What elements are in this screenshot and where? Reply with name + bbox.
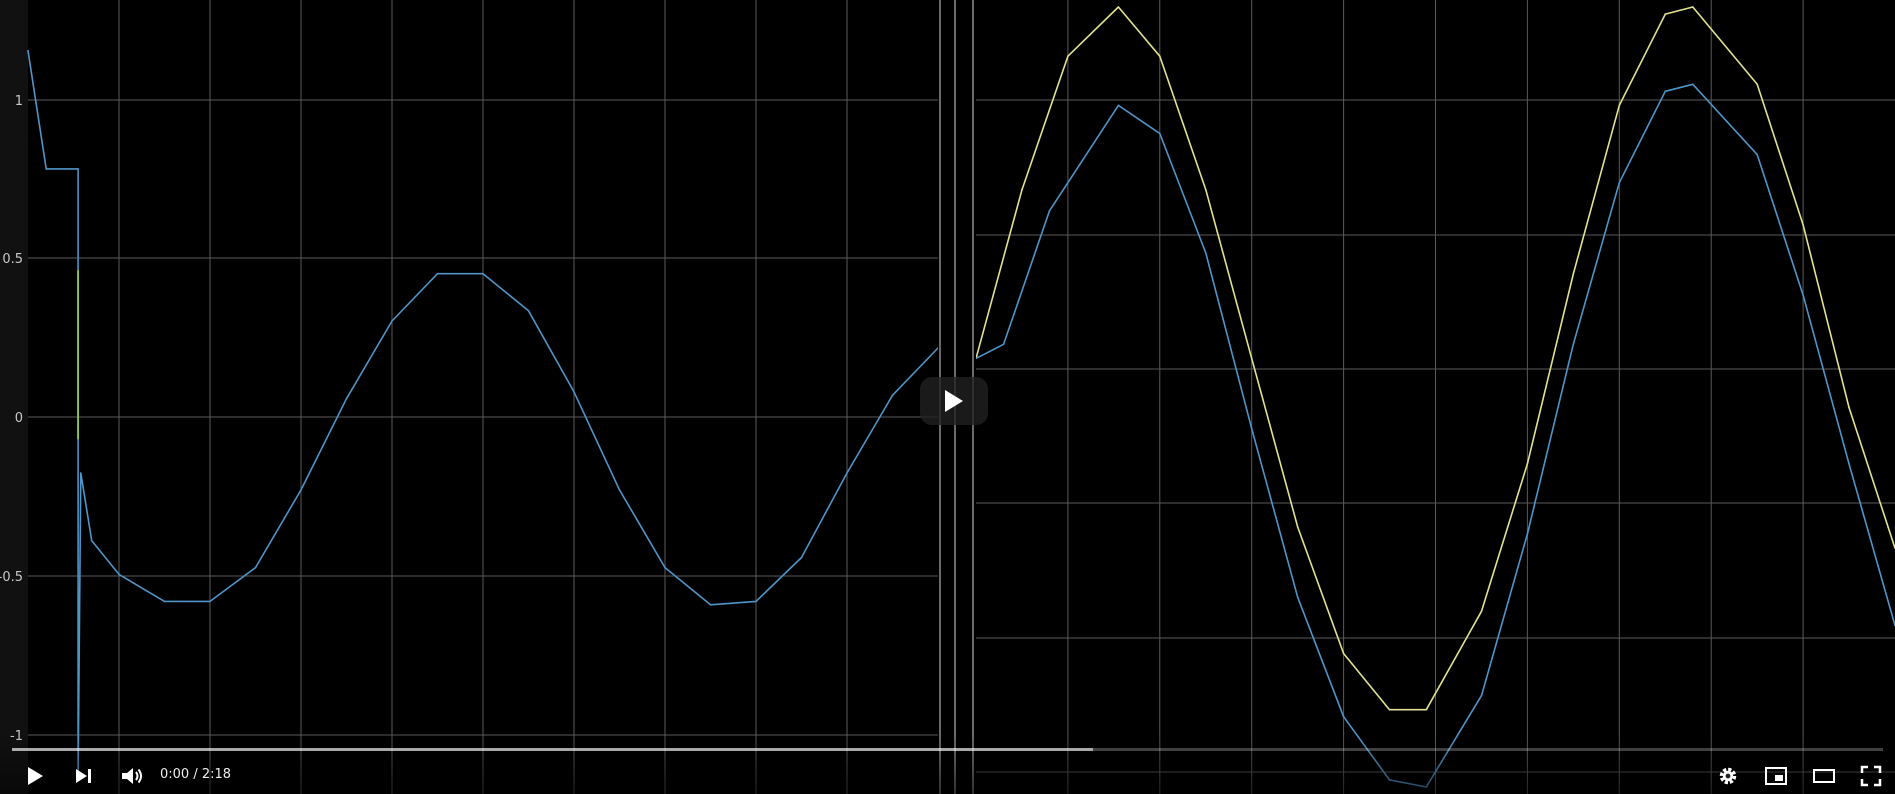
- data-point: [1117, 6, 1120, 8]
- data-point: [1618, 104, 1621, 107]
- data-point: [391, 320, 393, 322]
- gear-icon: [1719, 767, 1737, 785]
- data-point: [1480, 610, 1483, 613]
- data-point: [77, 168, 79, 170]
- next-button[interactable]: [66, 758, 102, 794]
- data-point: [1756, 153, 1758, 156]
- data-point: [1664, 13, 1667, 15]
- data-point: [45, 168, 47, 170]
- data-point: [1159, 55, 1161, 58]
- play-button[interactable]: [17, 758, 53, 794]
- data-point: [436, 272, 439, 275]
- fullscreen-button[interactable]: [1853, 758, 1889, 794]
- next-icon: [76, 769, 91, 783]
- data-point: [1756, 83, 1758, 86]
- volume-button[interactable]: [114, 758, 150, 794]
- data-point: [1692, 6, 1694, 8]
- play-icon: [28, 767, 43, 785]
- data-point: [254, 566, 257, 569]
- miniplayer-icon: [1765, 767, 1787, 785]
- time-display: 0:00 / 2:18: [160, 767, 231, 782]
- data-point: [345, 397, 348, 400]
- data-point: [1250, 357, 1253, 360]
- data-point: [846, 472, 848, 474]
- data-point: [709, 603, 712, 606]
- data-point: [527, 310, 530, 312]
- data-point: [1048, 209, 1051, 212]
- data-point: [1117, 104, 1120, 107]
- data-point: [573, 391, 575, 393]
- data-point: [482, 272, 484, 275]
- data-point: [1526, 533, 1529, 535]
- y-tick-label: -0.5: [0, 570, 23, 585]
- data-point: [1388, 708, 1391, 711]
- miniplayer-button[interactable]: [1758, 758, 1794, 794]
- data-point: [1802, 294, 1804, 296]
- data-point: [800, 556, 803, 559]
- data-point: [90, 539, 93, 542]
- data-point: [1526, 462, 1529, 465]
- control-bar: [0, 734, 1895, 794]
- data-point: [1342, 652, 1345, 655]
- data-point: [1296, 526, 1299, 528]
- data-point: [1021, 188, 1023, 191]
- data-point: [27, 49, 29, 52]
- data-point: [1250, 427, 1253, 430]
- time-current: 0:00: [160, 767, 190, 782]
- time-total: 2:18: [201, 767, 232, 782]
- left-margin: [0, 0, 28, 794]
- data-point: [1848, 462, 1850, 465]
- y-tick-label: 0.5: [2, 252, 23, 267]
- data-point: [1342, 715, 1345, 718]
- plot-left: 10.50-0.5-1: [0, 0, 939, 794]
- time-separator: /: [189, 767, 202, 782]
- data-point: [209, 600, 211, 603]
- data-point: [891, 394, 894, 397]
- data-point: [664, 566, 666, 569]
- data-point: [1002, 343, 1005, 346]
- data-point: [1848, 406, 1850, 409]
- fullscreen-icon: [1860, 765, 1882, 787]
- data-point: [1664, 90, 1667, 93]
- data-point: [118, 573, 120, 576]
- settings-button[interactable]: [1710, 758, 1746, 794]
- data-point: [1480, 694, 1483, 697]
- theater-button[interactable]: [1806, 758, 1842, 794]
- data-point: [1802, 224, 1804, 226]
- data-point: [755, 600, 757, 603]
- data-point: [1572, 273, 1575, 275]
- data-point: [1425, 708, 1428, 711]
- data-point: [1204, 252, 1207, 254]
- y-tick-label: 0: [15, 411, 23, 426]
- data-point: [300, 489, 302, 491]
- data-point: [79, 472, 82, 474]
- data-point: [618, 489, 621, 491]
- data-point: [1296, 596, 1299, 599]
- volume-icon: [122, 768, 142, 784]
- progress-buffered: [12, 748, 1094, 751]
- data-point: [1204, 188, 1207, 191]
- big-play-icon: [945, 390, 963, 412]
- data-point: [163, 600, 166, 603]
- data-point: [1692, 83, 1694, 86]
- theater-icon: [1813, 769, 1835, 783]
- data-point: [1572, 343, 1575, 346]
- data-point: [1159, 132, 1161, 135]
- progress-bar[interactable]: [12, 748, 1883, 751]
- data-point: [1618, 181, 1621, 184]
- data-point: [1067, 55, 1069, 58]
- big-play-button[interactable]: [920, 377, 988, 425]
- y-tick-label: 1: [15, 94, 23, 109]
